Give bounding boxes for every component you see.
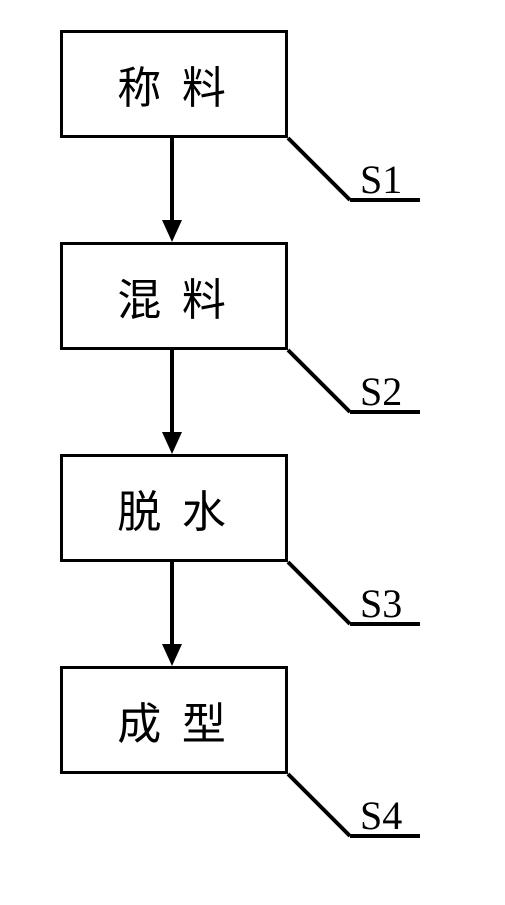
arrow-2-head (162, 432, 182, 454)
node-4-text: 成 型 (117, 688, 230, 752)
flowchart-node-4: 成 型 (60, 666, 288, 774)
arrow-3-line (170, 562, 174, 644)
node-1-label: S1 (360, 156, 402, 203)
node-2-text: 混 料 (117, 264, 230, 328)
node-4-label: S4 (360, 792, 402, 839)
flowchart-node-3: 脱 水 (60, 454, 288, 562)
node-3-label: S3 (360, 580, 402, 627)
node-2-label: S2 (360, 368, 402, 415)
node-3-text: 脱 水 (117, 476, 230, 540)
flowchart-node-1: 称 料 (60, 30, 288, 138)
node-1-text: 称 料 (117, 52, 230, 116)
arrow-1-line (170, 138, 174, 220)
arrow-2-line (170, 350, 174, 432)
arrow-1-head (162, 220, 182, 242)
arrow-3-head (162, 644, 182, 666)
flowchart-node-2: 混 料 (60, 242, 288, 350)
